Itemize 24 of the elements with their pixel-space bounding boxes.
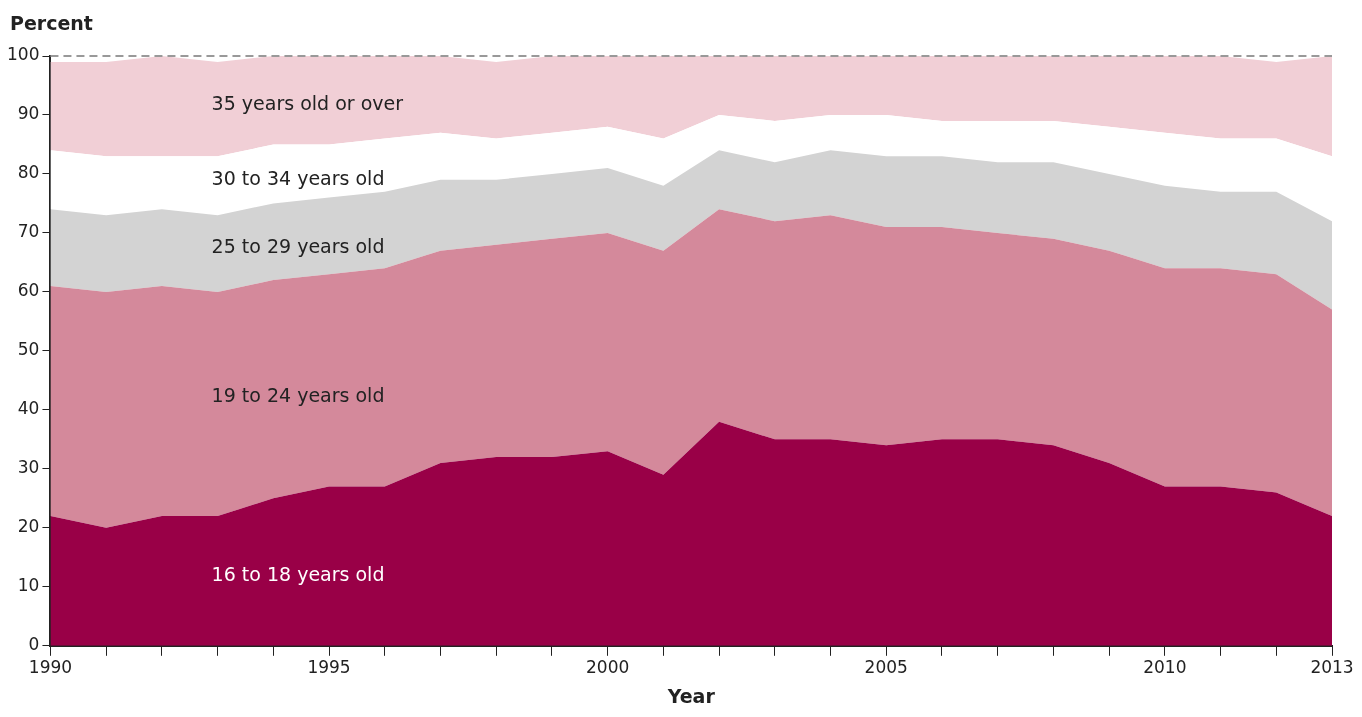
x-tick-label: 2000	[586, 657, 630, 678]
y-tick-label: 60	[17, 280, 40, 301]
y-tick-label: 40	[17, 398, 40, 419]
y-tick-label: 50	[17, 339, 40, 360]
y-tick-label: 20	[17, 516, 40, 537]
x-tick-label: 2005	[864, 657, 908, 678]
x-axis-title: Year	[666, 684, 716, 707]
y-tick-label: 80	[17, 162, 40, 183]
y-tick-label: 70	[17, 221, 40, 242]
y-tick-label: 10	[17, 575, 40, 596]
series-label: 35 years old or over	[211, 91, 404, 114]
series-label: 25 to 29 years old	[211, 234, 385, 257]
x-tick-label: 1990	[28, 657, 73, 678]
y-tick-label: 30	[17, 457, 40, 478]
y-tick-label: 90	[17, 103, 40, 124]
x-tick-label: 1995	[307, 657, 351, 678]
series-label: 16 to 18 years old	[211, 563, 385, 586]
x-tick-label: 2010	[1143, 657, 1187, 678]
y-tick-label: 100	[6, 44, 40, 65]
y-axis-title: Percent	[10, 12, 93, 34]
x-tick-label: 2013	[1310, 657, 1354, 678]
series-label: 19 to 24 years old	[211, 383, 385, 406]
series-label: 30 to 34 years old	[211, 166, 385, 189]
y-tick-label: 0	[28, 634, 40, 655]
